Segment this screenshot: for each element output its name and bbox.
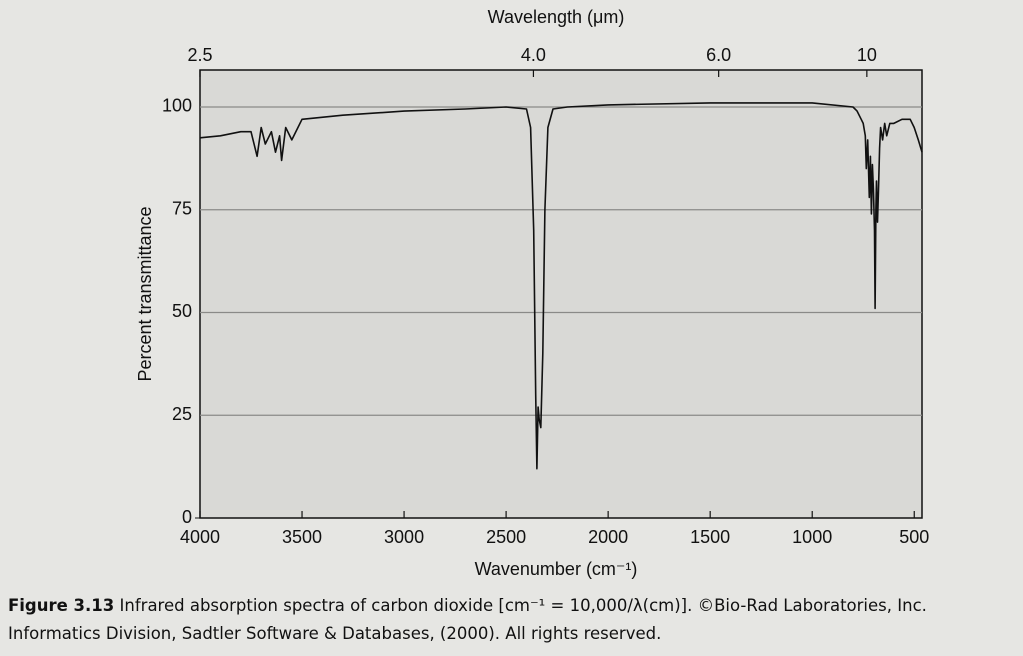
plot-area [199,69,923,519]
x-tick-label: 3000 [384,527,424,547]
x-tick-label: 1000 [792,527,832,547]
x-tick-label: 1500 [690,527,730,547]
x-title: Wavenumber (cm⁻¹) [475,559,638,579]
x-tick-label: 500 [899,527,929,547]
y-tick-label: 75 [172,198,192,218]
x2-tick-label: 10 [857,45,877,65]
caption-text: Infrared absorption spectra of carbon di… [8,596,927,643]
y-title: Percent transmittance [135,206,155,381]
x-tick-label: 2500 [486,527,526,547]
x2-tick-label: 4.0 [521,45,546,65]
caption-label: Figure 3.13 [8,596,115,615]
x2-tick-label: 6.0 [706,45,731,65]
caption: Figure 3.13 Infrared absorption spectra … [8,592,1023,652]
chart: Wavelength (μm) Wavenumber (cm⁻¹) Percen… [135,7,930,579]
y-tick-label: 100 [162,96,192,116]
x-tick-label: 4000 [180,527,220,547]
x2-title: Wavelength (μm) [488,7,625,27]
y-tick-label: 25 [172,404,192,424]
x-tick-label: 3500 [282,527,322,547]
spectrum-line [199,102,923,470]
x-tick-label: 2000 [588,527,628,547]
y-tick-label: 0 [182,507,192,527]
y-tick-label: 50 [172,301,192,321]
x2-tick-label: 2.5 [187,45,212,65]
